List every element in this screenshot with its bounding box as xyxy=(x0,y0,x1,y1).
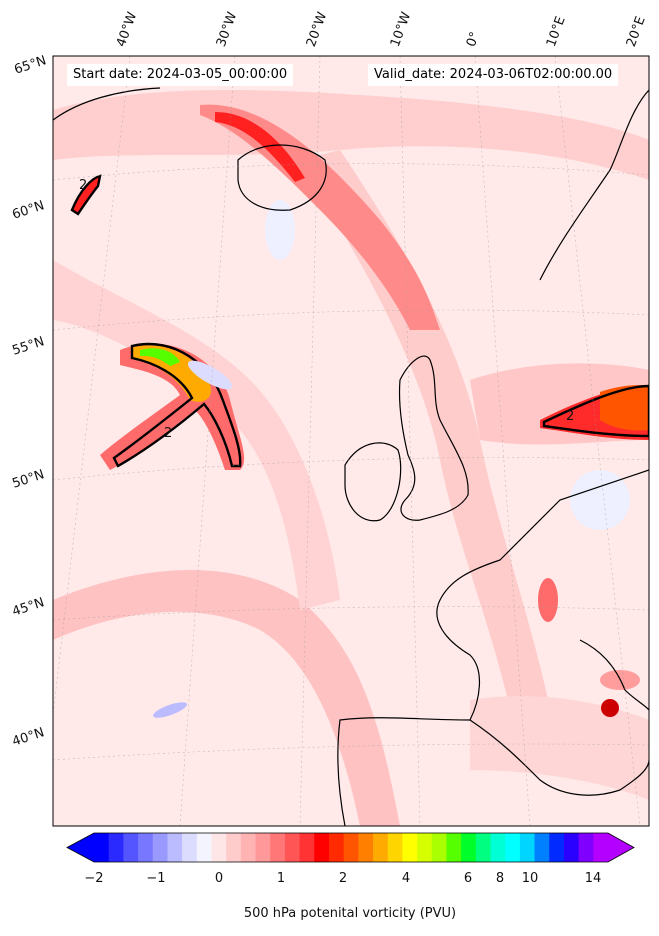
pv-band-west xyxy=(53,260,340,610)
colorbar-swatch xyxy=(226,833,242,862)
cbar-tick-label: −1 xyxy=(146,871,166,886)
colorbar-swatch xyxy=(505,833,521,862)
pv-negative-1 xyxy=(187,360,233,390)
colorbar-swatch xyxy=(358,833,374,862)
contour-label-northwest: 2 xyxy=(79,178,88,193)
colorbar-swatch xyxy=(314,833,330,862)
coast-greenland xyxy=(53,87,161,121)
colorbar-swatch xyxy=(461,833,477,862)
colorbar-swatch xyxy=(578,833,594,862)
colorbar-swatch xyxy=(123,833,139,862)
pv-band-iberia xyxy=(470,696,649,800)
colorbar-swatch xyxy=(431,833,447,862)
colorbar-swatch xyxy=(182,833,198,862)
pv-streamer-iceland xyxy=(200,104,440,330)
pv-blob-northwest xyxy=(70,174,102,216)
pv-band-central xyxy=(300,150,560,760)
colorbar-swatch xyxy=(167,833,183,862)
cbar-tick-label: 2 xyxy=(338,871,348,886)
colorbar-swatch xyxy=(402,833,418,862)
valid-date-label: Valid_date: 2024-03-06T02:00:00.00 xyxy=(368,64,619,86)
cbar-tick-label: 8 xyxy=(495,871,505,886)
colorbar-swatch xyxy=(593,833,609,862)
colorbar-swatch xyxy=(343,833,359,862)
colorbar-swatch xyxy=(240,833,257,862)
cbar-tick-label: 1 xyxy=(276,871,286,886)
coast-scandinavia xyxy=(539,89,649,281)
coast-ireland xyxy=(344,442,402,522)
pv-fields xyxy=(53,56,649,826)
colorbar-swatch xyxy=(94,833,110,862)
coast-iceland xyxy=(237,144,327,211)
colorbar-swatch xyxy=(563,833,580,862)
graticule xyxy=(53,56,649,826)
colorbar-swatch xyxy=(211,833,227,862)
colorbar-swatch xyxy=(475,833,492,862)
start-date-label: Start date: 2024-03-05_00:00:00 xyxy=(67,64,294,86)
cbar-tick-label: 4 xyxy=(401,871,411,886)
pv-streamer-core xyxy=(215,112,305,182)
coast-italy xyxy=(579,639,649,711)
pv-east-core xyxy=(600,385,649,431)
cbar-tick-label: 14 xyxy=(584,871,602,886)
pv-blob-biscay xyxy=(538,578,558,622)
contour-label-east: 2 xyxy=(566,409,575,424)
colorbar-swatch xyxy=(490,833,506,862)
colorbar-swatch xyxy=(328,833,345,862)
colorbar-swatch xyxy=(549,833,565,862)
coastlines xyxy=(53,87,649,826)
colorbar-swatch xyxy=(196,833,212,862)
colorbar-swatch xyxy=(152,833,168,862)
pv-hook-core xyxy=(140,348,180,366)
colorbar-swatch xyxy=(270,833,286,862)
cbar-tick-label: 10 xyxy=(521,871,539,886)
pv-negative-3 xyxy=(265,200,295,260)
cbar-tick-label: 6 xyxy=(463,871,473,886)
colorbar-swatch xyxy=(387,833,403,862)
colorbar-outline xyxy=(66,832,635,863)
pv-negative-4 xyxy=(570,470,630,530)
colorbar-swatch xyxy=(108,833,124,862)
colorbar-swatch xyxy=(534,833,550,862)
pv-blob-italy xyxy=(601,699,619,717)
map-frame xyxy=(52,55,650,827)
pv-east-contour xyxy=(542,384,649,438)
colorbar-swatch xyxy=(138,833,154,862)
colorbar-extend-min xyxy=(67,833,94,862)
colorbar-label: 500 hPa potenital vorticity (PVU) xyxy=(243,906,457,921)
pv-hook-contour xyxy=(112,342,242,468)
coast-britain xyxy=(398,355,469,521)
coast-iberia-east xyxy=(469,719,649,796)
cbar-tick-label: 0 xyxy=(214,871,224,886)
contour-label-hook: 2 xyxy=(164,426,173,441)
colorbar-swatch xyxy=(446,833,462,862)
colorbar-swatch xyxy=(284,833,301,862)
colorbar-extend-max xyxy=(608,833,634,862)
cbar-tick-label: −2 xyxy=(84,871,104,886)
colorbar-swatch xyxy=(255,833,271,862)
colorbar xyxy=(66,832,635,863)
pv-band-southwest xyxy=(53,570,400,826)
coast-europe xyxy=(337,469,649,826)
colorbar-swatch xyxy=(299,833,315,862)
colorbar-swatch xyxy=(417,833,433,862)
colorbar-swatch xyxy=(373,833,389,862)
colorbar-swatch xyxy=(519,833,536,862)
pv-negative-2 xyxy=(152,702,188,718)
